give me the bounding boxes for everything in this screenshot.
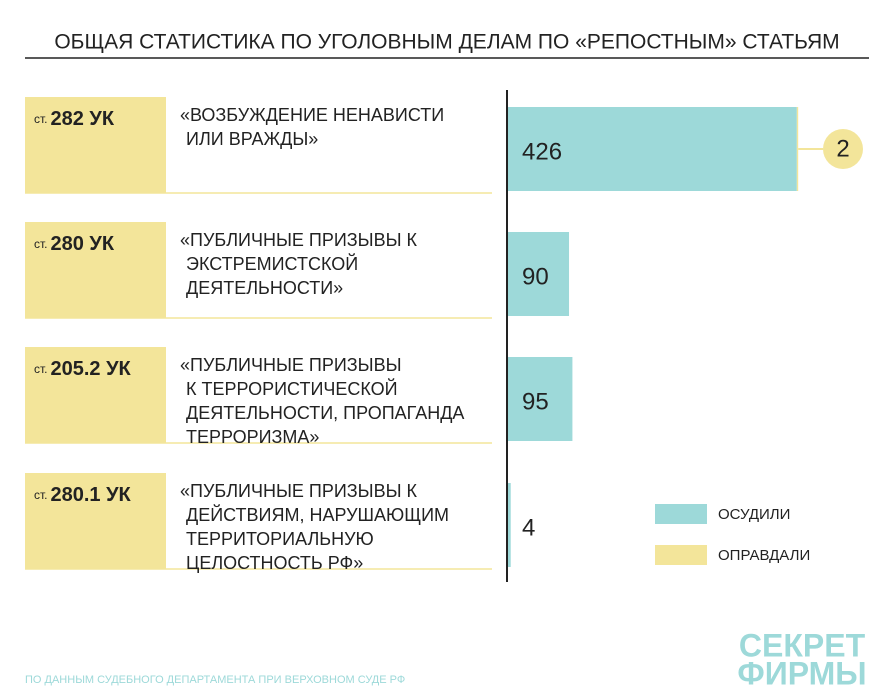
article-box: [25, 222, 166, 318]
value-label: 90: [522, 264, 549, 291]
category-label: ДЕЯТЕЛЬНОСТИ»: [186, 278, 343, 298]
category-label: «ПУБЛИЧНЫЕ ПРИЗЫВЫ: [180, 355, 402, 375]
article-code: 280.1 УК: [51, 484, 132, 506]
logo: СЕКРЕТ: [739, 627, 866, 663]
bar: [508, 107, 797, 191]
article-prefix: ст.: [34, 112, 48, 126]
category-label: ИЛИ ВРАЖДЫ»: [186, 129, 318, 149]
article-prefix: ст.: [34, 362, 48, 376]
value-badge: [823, 129, 863, 169]
value-label: 95: [522, 389, 549, 416]
article-prefix: ст.: [34, 488, 48, 502]
article-label: ст. 282 УК: [34, 108, 115, 130]
logo: ФИРМЫ: [737, 655, 866, 691]
article-label: ст. 205.2 УК: [34, 358, 132, 380]
legend-swatch: [655, 545, 707, 565]
category-label: ТЕРРОРИЗМА»: [186, 427, 319, 447]
category-label: ЭКСТРЕМИСТСКОЙ: [186, 253, 358, 274]
source: ПО ДАННЫМ СУДЕБНОГО ДЕПАРТАМЕНТА ПРИ ВЕР…: [25, 674, 405, 686]
bar: [508, 357, 573, 441]
category-label: ДЕЯТЕЛЬНОСТИ, ПРОПАГАНДА: [186, 403, 464, 423]
value-label: 4: [522, 515, 535, 542]
category-label: К ТЕРРОРИСТИЧЕСКОЙ: [186, 378, 398, 399]
category-label: «ВОЗБУЖДЕНИЕ НЕНАВИСТИ: [180, 105, 444, 125]
article-box: [25, 347, 166, 443]
bar: [796, 107, 799, 191]
article-prefix: ст.: [34, 237, 48, 251]
legend-swatch: [655, 504, 707, 524]
value-label: 426: [522, 139, 562, 166]
chart-title: ОБЩАЯ СТАТИСТИКА ПО УГОЛОВНЫМ ДЕЛАМ ПО «…: [54, 31, 839, 54]
bar: [508, 232, 570, 316]
category-label: ЦЕЛОСТНОСТЬ РФ»: [186, 553, 363, 573]
article-label: ст. 280 УК: [34, 233, 115, 255]
article-box: [25, 97, 166, 193]
article-code: 280 УК: [51, 233, 115, 255]
legend-label: ОСУДИЛИ: [718, 506, 790, 523]
value-label: 2: [836, 135, 849, 162]
category-label: «ПУБЛИЧНЫЕ ПРИЗЫВЫ К: [180, 481, 418, 501]
category-label: ТЕРРИТОРИАЛЬНУЮ: [186, 529, 374, 549]
category-label: «ПУБЛИЧНЫЕ ПРИЗЫВЫ К: [180, 230, 418, 250]
category-label: ДЕЙСТВИЯМ, НАРУШАЮЩИМ: [186, 504, 449, 525]
article-code: 205.2 УК: [51, 358, 132, 380]
article-code: 282 УК: [51, 108, 115, 130]
bar: [508, 483, 511, 567]
legend-label: ОПРАВДАЛИ: [718, 547, 810, 564]
article-label: ст. 280.1 УК: [34, 484, 132, 506]
article-box: [25, 473, 166, 569]
